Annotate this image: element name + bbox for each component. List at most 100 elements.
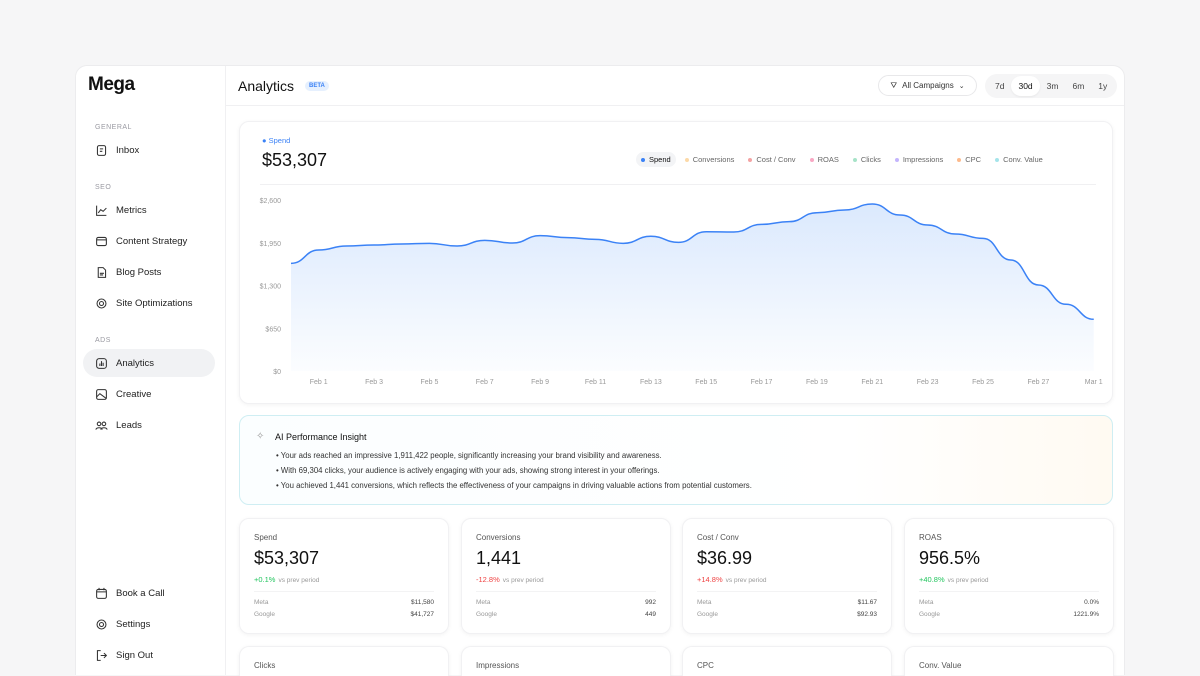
spend-area-chart: $0 $650 $1,300 $1,950 $2,600 Feb 1 Feb 3 Feb 5 F… xyxy=(240,122,1114,405)
content-icon xyxy=(95,235,108,248)
metric-label: CPC xyxy=(697,661,714,670)
metric-label: Conversions xyxy=(476,533,520,542)
x-tick-label: Feb 9 xyxy=(531,379,549,386)
document-icon xyxy=(95,266,108,279)
divider xyxy=(697,591,877,592)
metric-label: ROAS xyxy=(919,533,942,542)
users-icon xyxy=(95,419,108,432)
sidebar-item-site-optimizations[interactable]: Site Optimizations xyxy=(83,289,215,317)
metric-change: +14.8%vs prev period xyxy=(697,575,766,584)
divider xyxy=(254,591,434,592)
y-tick-label: $1,950 xyxy=(260,241,282,248)
metric-breakdown-row: Google$92.93 xyxy=(697,611,877,618)
beta-badge: BETA xyxy=(305,81,329,91)
sidebar-item-analytics[interactable]: Analytics xyxy=(83,349,215,377)
sidebar-item-inbox[interactable]: Inbox xyxy=(83,136,215,164)
sidebar-item-blog-posts[interactable]: Blog Posts xyxy=(83,258,215,286)
metric-card-conv-value: Conv. Value xyxy=(904,646,1114,676)
x-tick-label: Feb 7 xyxy=(476,379,494,386)
campaign-filter-dropdown[interactable]: ⛛ All Campaigns ⌄ xyxy=(878,75,977,96)
image-icon xyxy=(95,388,108,401)
insight-bullet: • You achieved 1,441 conversions, which … xyxy=(276,481,752,490)
metric-breakdown-row: Meta$11.67 xyxy=(697,599,877,606)
line-chart-icon xyxy=(95,204,108,217)
filter-icon: ⛛ xyxy=(890,81,897,91)
sidebar: Mega GENERAL Inbox SEO Metrics Content Strat… xyxy=(76,66,226,675)
sign-out-icon xyxy=(95,649,108,662)
y-tick-label: $650 xyxy=(265,326,281,333)
magic-wand-icon: ✧ xyxy=(256,431,264,442)
metric-value: 956.5% xyxy=(919,548,980,569)
spend-area-fill xyxy=(291,204,1094,371)
sidebar-item-creative[interactable]: Creative xyxy=(83,380,215,408)
x-tick-label: Feb 17 xyxy=(751,379,773,386)
sidebar-item-content-strategy[interactable]: Content Strategy xyxy=(83,227,215,255)
section-label: GENERAL xyxy=(95,124,132,131)
section-label: ADS xyxy=(95,337,111,344)
section-label: SEO xyxy=(95,184,111,191)
metric-value: 1,441 xyxy=(476,548,521,569)
x-tick-label: Mar 1 xyxy=(1085,379,1103,386)
calendar-icon xyxy=(95,587,108,600)
metric-label: Impressions xyxy=(476,661,519,670)
metric-breakdown-row: Google$41,727 xyxy=(254,611,434,618)
metric-label: Clicks xyxy=(254,661,275,670)
insight-title: AI Performance Insight xyxy=(275,432,367,442)
range-7d[interactable]: 7d xyxy=(988,76,1011,96)
metric-card-clicks: Clicks xyxy=(239,646,449,676)
range-3m[interactable]: 3m xyxy=(1040,76,1066,96)
x-tick-label: Feb 5 xyxy=(420,379,438,386)
metric-label: Spend xyxy=(254,533,277,542)
divider xyxy=(919,591,1099,592)
inbox-icon xyxy=(95,144,108,157)
metric-change: +0.1%vs prev period xyxy=(254,575,319,584)
page-title: Analytics xyxy=(238,78,294,94)
x-tick-label: Feb 15 xyxy=(695,379,717,386)
insight-bullet: • Your ads reached an impressive 1,911,4… xyxy=(276,451,662,460)
logo: Mega xyxy=(88,74,135,96)
x-tick-label: Feb 3 xyxy=(365,379,383,386)
range-1y[interactable]: 1y xyxy=(1091,76,1114,96)
x-tick-label: Feb 13 xyxy=(640,379,662,386)
sidebar-item-sign-out[interactable]: Sign Out xyxy=(83,641,215,669)
x-tick-label: Feb 19 xyxy=(806,379,828,386)
sidebar-item-book-a-call[interactable]: Book a Call xyxy=(83,579,215,607)
app-window: Mega GENERAL Inbox SEO Metrics Content Strat… xyxy=(75,65,1125,675)
ai-insight-card: ✧ AI Performance Insight • Your ads reac… xyxy=(239,415,1113,505)
bar-chart-icon xyxy=(95,357,108,370)
metric-card-impressions: Impressions xyxy=(461,646,671,676)
x-tick-label: Feb 1 xyxy=(310,379,328,386)
metric-value: $53,307 xyxy=(254,548,319,569)
chevron-down-icon: ⌄ xyxy=(959,82,965,90)
metric-label: Conv. Value xyxy=(919,661,961,670)
metric-change: +40.8%vs prev period xyxy=(919,575,988,584)
sidebar-item-leads[interactable]: Leads xyxy=(83,411,215,439)
metric-value: $36.99 xyxy=(697,548,752,569)
sidebar-item-metrics[interactable]: Metrics xyxy=(83,196,215,224)
gear-icon xyxy=(95,297,108,310)
y-tick-label: $2,600 xyxy=(260,198,282,205)
range-6m[interactable]: 6m xyxy=(1065,76,1091,96)
filter-label: All Campaigns xyxy=(902,81,954,90)
x-tick-label: Feb 21 xyxy=(861,379,883,386)
metric-card-cpc: CPC xyxy=(682,646,892,676)
range-30d[interactable]: 30d xyxy=(1011,76,1039,96)
x-tick-label: Feb 25 xyxy=(972,379,994,386)
x-tick-label: Feb 23 xyxy=(917,379,939,386)
x-tick-label: Feb 27 xyxy=(1027,379,1049,386)
insight-bullet: • With 69,304 clicks, your audience is a… xyxy=(276,466,660,475)
y-tick-label: $0 xyxy=(273,369,281,376)
sidebar-item-settings[interactable]: Settings xyxy=(83,610,215,638)
divider xyxy=(476,591,656,592)
y-tick-label: $1,300 xyxy=(260,284,282,291)
